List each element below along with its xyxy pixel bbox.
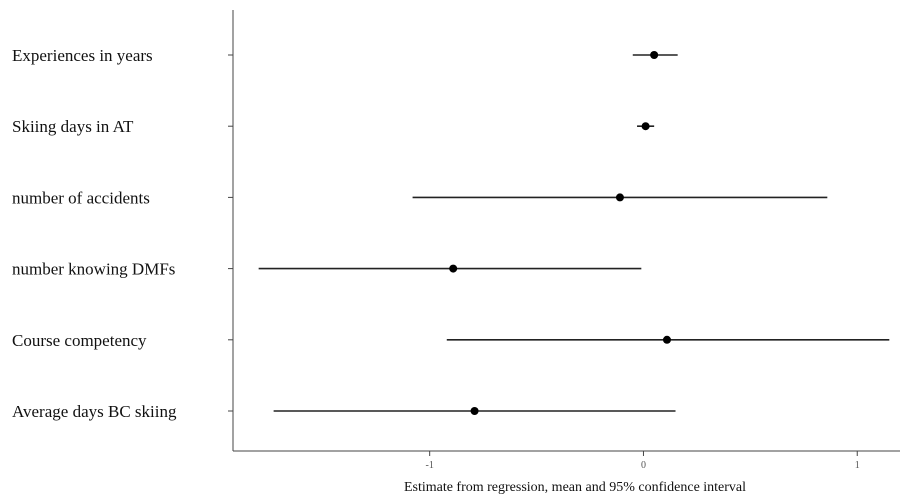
category-label: number knowing DMFs (12, 260, 175, 279)
estimate-point (662, 335, 671, 344)
x-ticks: -1 0 1 (426, 451, 860, 471)
estimate-point (615, 193, 624, 202)
category-label: Average days BC skiing (12, 402, 177, 421)
x-tick-label: 0 (641, 460, 646, 471)
forest-rows: Experiences in years Skiing days in AT num… (12, 46, 890, 421)
category-label: number of accidents (12, 188, 150, 207)
estimate-point (470, 407, 479, 415)
x-tick-label: 1 (855, 460, 860, 471)
x-axis-title: Estimate from regression, mean and 95% c… (404, 480, 746, 495)
category-label: Experiences in years (12, 46, 153, 65)
x-tick-label: -1 (426, 460, 434, 471)
category-label: Skiing days in AT (12, 117, 134, 136)
estimate-point (449, 264, 458, 273)
category-label: Course competency (12, 331, 147, 350)
estimate-point (641, 122, 650, 131)
estimate-point (650, 51, 659, 59)
